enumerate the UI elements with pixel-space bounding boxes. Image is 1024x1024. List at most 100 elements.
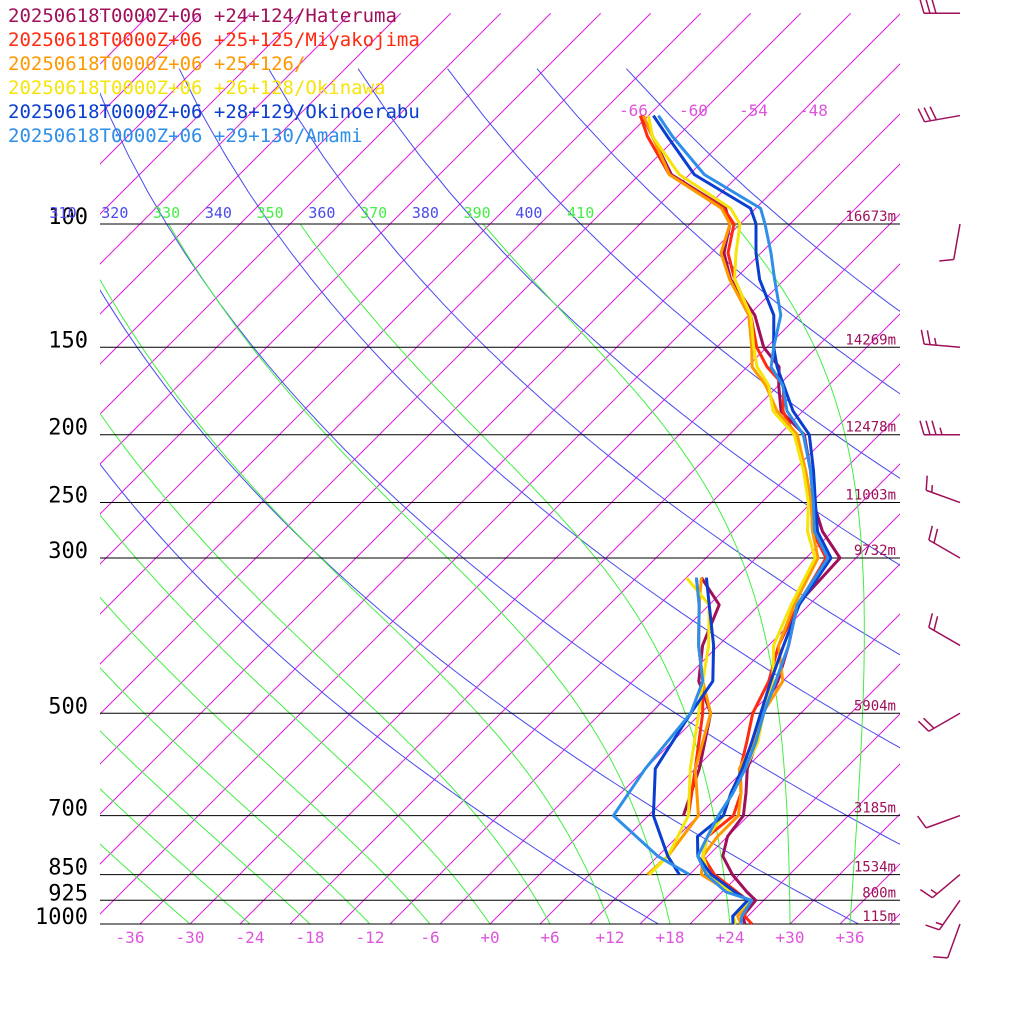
temperature-tick-label: +30 [776, 928, 805, 947]
temperature-tick-label: -36 [116, 928, 145, 947]
theta-label: 310 [50, 204, 77, 222]
dewpoint-line [648, 576, 711, 876]
wind-barb [939, 223, 961, 262]
legend-entry: 20250618T0000Z+06 +25+126/ [8, 53, 306, 75]
temperature-line [638, 115, 828, 926]
moist-adiabat-line [299, 223, 731, 924]
temperature-tick-label: -6 [420, 928, 439, 947]
isotherm-line [839, 863, 900, 924]
dewpoint-line [681, 576, 721, 817]
pressure-label: 100 [48, 205, 88, 230]
isotherm-line [339, 363, 900, 924]
upper-temperature-label: -54 [739, 101, 768, 120]
dry-adiabat-line [268, 68, 900, 656]
theta-label: 410 [567, 204, 594, 222]
dry-adiabat-lines [100, 68, 900, 924]
isotherm-line [389, 413, 900, 924]
temperature-tick-label: +24 [716, 928, 745, 947]
pressure-label: 700 [48, 797, 88, 822]
temperature-tick-label: -18 [296, 928, 325, 947]
moist-adiabat-line [482, 223, 791, 924]
height-label: 115m [862, 909, 896, 925]
dry-adiabat-line [178, 68, 900, 749]
legend: 20250618T0000Z+06 +24+124/Hateruma 202506… [8, 4, 420, 148]
isotherm-line [100, 12, 452, 365]
isotherm-line [889, 913, 900, 924]
wind-barb [928, 525, 961, 559]
temperature-tick-label: +18 [656, 928, 685, 947]
legend-entry: 20250618T0000Z+06 +28+129/Okinoerabu [8, 101, 420, 123]
isotherm-line [489, 513, 900, 924]
wind-barb [917, 814, 961, 829]
upper-temperature-label: -60 [679, 101, 708, 120]
isobar-lines [100, 223, 900, 925]
wind-barb [919, 420, 960, 436]
theta-label: 360 [308, 204, 335, 222]
wind-barb [925, 899, 961, 931]
wind-barb [919, 874, 961, 899]
isotherm-line [100, 12, 802, 715]
theta-label: 350 [257, 204, 284, 222]
wind-barb [917, 712, 961, 732]
legend-entry: 20250618T0000Z+06 +25+125/Miyakojima [8, 29, 420, 51]
temperature-tick-label: -12 [356, 928, 385, 947]
isotherm-line [100, 12, 852, 765]
temperature-line [641, 114, 842, 925]
isotherm-line [100, 12, 402, 315]
isotherm-line [990, 13, 1024, 924]
legend-entry: 20250618T0000Z+06 +24+124/Hateruma [8, 5, 397, 27]
pressure-label: 850 [48, 856, 88, 881]
dry-adiabat-line [100, 91, 900, 845]
temperature-line [642, 115, 820, 925]
dry-adiabat-line [100, 463, 660, 924]
isotherm-line [100, 12, 752, 665]
theta-label: 380 [412, 204, 439, 222]
isotherm-line [100, 12, 102, 15]
pressure-label: 500 [48, 694, 88, 719]
temperature-line [652, 114, 833, 925]
theta-label: 320 [101, 204, 128, 222]
height-label: 11003m [845, 488, 896, 504]
moist-adiabat-line [100, 730, 311, 924]
isotherm-line [100, 12, 552, 465]
wind-barb [933, 923, 961, 959]
isotherm-line [100, 113, 900, 915]
isotherm-line [289, 313, 900, 924]
isotherm-line [100, 12, 702, 615]
isotherm-line [739, 763, 900, 924]
isotherm-line [100, 63, 900, 865]
upper-temperature-label: -66 [619, 101, 648, 120]
isotherm-line [639, 663, 900, 924]
pressure-label: 1000 [35, 905, 88, 930]
axis-labels: 100 16673m 150 14269m 200 12478m 250 11003m 300 9… [35, 101, 896, 947]
isotherm-line [189, 213, 900, 924]
dewpoint-line [611, 577, 705, 876]
temperature-line [657, 114, 830, 925]
isotherm-line [789, 813, 900, 924]
dry-adiabat-line [447, 68, 900, 479]
temperature-tick-label: -30 [176, 928, 205, 947]
wind-barb [919, 0, 960, 15]
height-label: 16673m [845, 209, 896, 225]
dry-adiabat-line [357, 68, 900, 566]
isotherm-line [940, 13, 1024, 924]
temperature-line [646, 115, 817, 925]
isotherm-line [100, 12, 152, 65]
isotherm-line [100, 13, 900, 815]
isotherm-line [439, 463, 900, 924]
pressure-label: 150 [48, 328, 88, 353]
isotherm-line [139, 163, 900, 924]
height-label: 5904m [854, 698, 896, 714]
wind-barbs [917, 0, 961, 959]
isotherm-line [0, 13, 51, 924]
height-label: 12478m [845, 420, 896, 436]
moist-adiabat-line [100, 843, 191, 924]
isotherm-line [0, 13, 1, 924]
pressure-label: 925 [48, 881, 88, 906]
theta-label: 400 [515, 204, 542, 222]
isotherm-line [100, 12, 652, 565]
wind-barb [920, 329, 961, 349]
sounding-series [611, 114, 842, 926]
height-label: 9732m [854, 543, 896, 559]
